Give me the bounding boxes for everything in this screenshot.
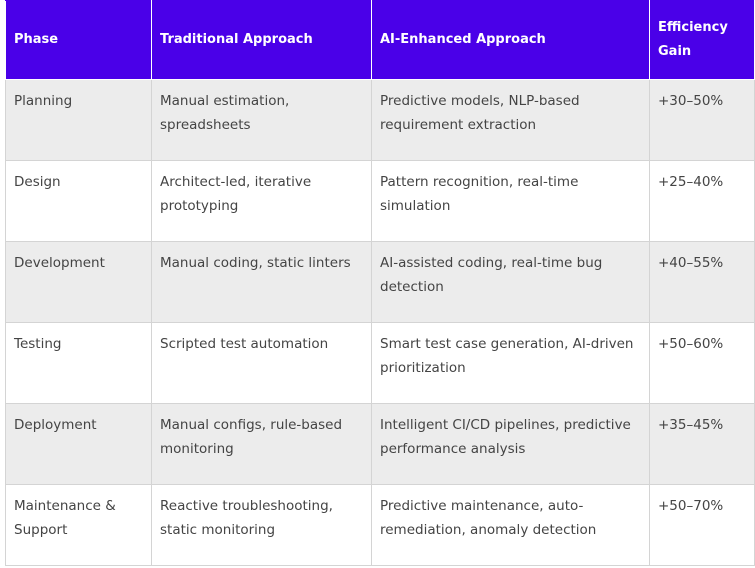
- table-row: Testing Scripted test automation Smart t…: [5, 322, 755, 404]
- table-header: Phase Traditional Approach AI-Enhanced A…: [5, 0, 755, 80]
- cell-efficiency-gain: +50–60%: [649, 322, 755, 404]
- cell-traditional: Manual estimation, spreadsheets: [151, 79, 372, 161]
- header-traditional-approach: Traditional Approach: [151, 0, 372, 80]
- cell-phase: Development: [5, 241, 152, 323]
- cell-phase: Maintenance & Support: [5, 484, 152, 566]
- cell-efficiency-gain: +50–70%: [649, 484, 755, 566]
- cell-ai-enhanced: Pattern recognition, real-time simulatio…: [371, 160, 650, 242]
- table-row: Development Manual coding, static linter…: [5, 241, 755, 323]
- cell-phase: Deployment: [5, 403, 152, 485]
- cell-efficiency-gain: +30–50%: [649, 79, 755, 161]
- cell-traditional: Architect-led, iterative prototyping: [151, 160, 372, 242]
- table-row: Design Architect-led, iterative prototyp…: [5, 160, 755, 242]
- cell-traditional: Manual configs, rule-based monitoring: [151, 403, 372, 485]
- comparison-table-container: Phase Traditional Approach AI-Enhanced A…: [5, 0, 755, 566]
- cell-phase: Testing: [5, 322, 152, 404]
- cell-traditional: Scripted test automation: [151, 322, 372, 404]
- cell-traditional: Reactive troubleshooting, static monitor…: [151, 484, 372, 566]
- cell-ai-enhanced: Smart test case generation, AI-driven pr…: [371, 322, 650, 404]
- cell-phase: Design: [5, 160, 152, 242]
- table-body: Planning Manual estimation, spreadsheets…: [5, 79, 755, 566]
- header-ai-enhanced-approach: AI-Enhanced Approach: [371, 0, 650, 80]
- comparison-table: Phase Traditional Approach AI-Enhanced A…: [5, 0, 755, 566]
- header-efficiency-gain: Efficiency Gain: [649, 0, 755, 80]
- cell-phase: Planning: [5, 79, 152, 161]
- cell-ai-enhanced: Predictive maintenance, auto-remediation…: [371, 484, 650, 566]
- header-phase: Phase: [5, 0, 152, 80]
- cell-ai-enhanced: Predictive models, NLP-based requirement…: [371, 79, 650, 161]
- table-row: Planning Manual estimation, spreadsheets…: [5, 79, 755, 161]
- cell-traditional: Manual coding, static linters: [151, 241, 372, 323]
- cell-ai-enhanced: Intelligent CI/CD pipelines, predictive …: [371, 403, 650, 485]
- table-row: Maintenance & Support Reactive troublesh…: [5, 484, 755, 566]
- header-row: Phase Traditional Approach AI-Enhanced A…: [5, 0, 755, 80]
- cell-ai-enhanced: AI-assisted coding, real-time bug detect…: [371, 241, 650, 323]
- cell-efficiency-gain: +40–55%: [649, 241, 755, 323]
- cell-efficiency-gain: +25–40%: [649, 160, 755, 242]
- cell-efficiency-gain: +35–45%: [649, 403, 755, 485]
- table-row: Deployment Manual configs, rule-based mo…: [5, 403, 755, 485]
